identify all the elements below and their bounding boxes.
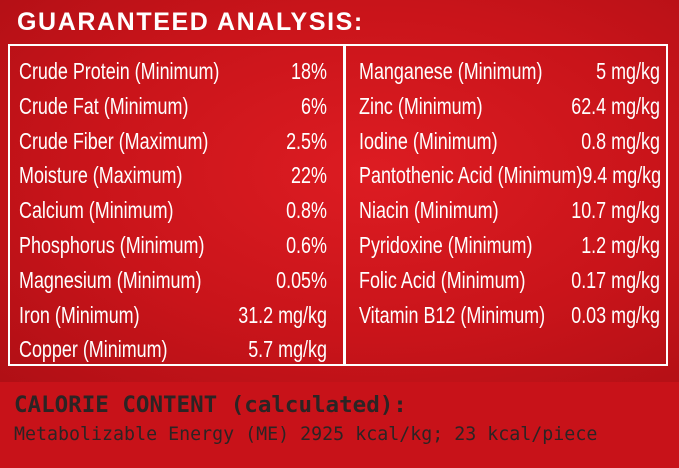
nutrient-value: 0.03 mg/kg (571, 301, 660, 328)
nutrient-value: 5 mg/kg (596, 58, 660, 84)
nutrient-value: 6% (301, 92, 327, 119)
nutrient-label: Zinc (Minimum) (359, 92, 483, 119)
nutrient-value: 5.7 mg/kg (248, 336, 327, 363)
analysis-title: GUARANTEED ANALYSIS: (17, 8, 364, 36)
nutrient-value: 62.4 mg/kg (571, 92, 660, 119)
nutrient-label: Folic Acid (Minimum) (359, 266, 526, 293)
nutrient-row: Copper (Minimum) 5.7 mg/kg (19, 332, 327, 367)
nutrient-row: Pyridoxine (Minimum) 1.2 mg/kg (359, 228, 660, 263)
nutrient-label: Vitamin B12 (Minimum) (359, 301, 546, 328)
nutrient-row: Crude Fat (Minimum) 6% (19, 89, 327, 124)
nutrient-value: 2.5% (286, 127, 327, 154)
nutrient-label: Iron (Minimum) (19, 301, 140, 328)
nutrient-label: Calcium (Minimum) (19, 197, 174, 224)
nutrient-row: Folic Acid (Minimum) 0.17 mg/kg (359, 263, 660, 298)
nutrient-row: Vitamin B12 (Minimum) 0.03 mg/kg (359, 298, 660, 333)
metabolizable-energy-text: Metabolizable Energy (ME) 2925 kcal/kg; … (14, 424, 598, 445)
nutrient-value: 10.7 mg/kg (571, 197, 660, 224)
nutrient-label: Iodine (Minimum) (359, 127, 498, 154)
nutrient-row: Pantothenic Acid (Minimum) 9.4 mg/kg (359, 158, 662, 193)
nutrient-row: Zinc (Minimum) 62.4 mg/kg (359, 89, 660, 124)
nutrient-row: Iodine (Minimum) 0.8 mg/kg (359, 124, 660, 159)
nutrient-row: Moisture (Maximum) 22% (19, 158, 327, 193)
calorie-content-section: CALORIE CONTENT (calculated): Metaboliza… (0, 382, 679, 468)
nutrient-value: 0.8 mg/kg (581, 127, 660, 154)
nutrient-label: Manganese (Minimum) (359, 58, 543, 84)
nutrient-row: Calcium (Minimum) 0.8% (19, 193, 327, 228)
column-divider (343, 46, 346, 364)
nutrient-label: Crude Fat (Minimum) (19, 92, 189, 119)
nutrient-label: Pyridoxine (Minimum) (359, 231, 533, 258)
left-column: Crude Protein (Minimum) 18% Crude Fat (Mi… (19, 54, 327, 367)
analysis-table: Crude Protein (Minimum) 18% Crude Fat (Mi… (8, 44, 668, 366)
nutrient-value: 0.17 mg/kg (571, 266, 660, 293)
nutrient-label: Magnesium (Minimum) (19, 266, 202, 293)
nutrient-row: Niacin (Minimum) 10.7 mg/kg (359, 193, 660, 228)
nutrient-value: 18% (291, 58, 327, 84)
nutrient-label: Niacin (Minimum) (359, 197, 499, 224)
nutrient-value: 0.8% (286, 197, 327, 224)
nutrient-label: Pantothenic Acid (Minimum) (359, 162, 583, 189)
nutrient-row: Magnesium (Minimum) 0.05% (19, 263, 327, 298)
nutrient-label: Moisture (Maximum) (19, 162, 183, 189)
nutrient-label: Phosphorus (Minimum) (19, 231, 205, 258)
calorie-content-title: CALORIE CONTENT (calculated): (14, 392, 407, 418)
nutrient-value: 9.4 mg/kg (582, 162, 662, 189)
guaranteed-analysis-panel: GUARANTEED ANALYSIS: Crude Protein (Mini… (0, 0, 679, 382)
nutrient-row: Phosphorus (Minimum) 0.6% (19, 228, 327, 263)
nutrient-row: Iron (Minimum) 31.2 mg/kg (19, 298, 327, 333)
nutrient-label: Copper (Minimum) (19, 336, 168, 363)
nutrient-value: 1.2 mg/kg (581, 231, 660, 258)
nutrient-value: 0.6% (286, 231, 327, 258)
nutrient-value: 0.05% (276, 266, 327, 293)
nutrient-row: Manganese (Minimum) 5 mg/kg (359, 54, 660, 89)
nutrient-row: Crude Protein (Minimum) 18% (19, 54, 327, 89)
nutrient-row: Crude Fiber (Maximum) 2.5% (19, 124, 327, 159)
right-column: Manganese (Minimum) 5 mg/kg Zinc (Minimum… (359, 54, 662, 333)
nutrient-value: 31.2 mg/kg (238, 301, 327, 328)
nutrient-value: 22% (291, 162, 327, 189)
nutrient-label: Crude Fiber (Maximum) (19, 127, 209, 154)
nutrient-label: Crude Protein (Minimum) (19, 58, 220, 84)
